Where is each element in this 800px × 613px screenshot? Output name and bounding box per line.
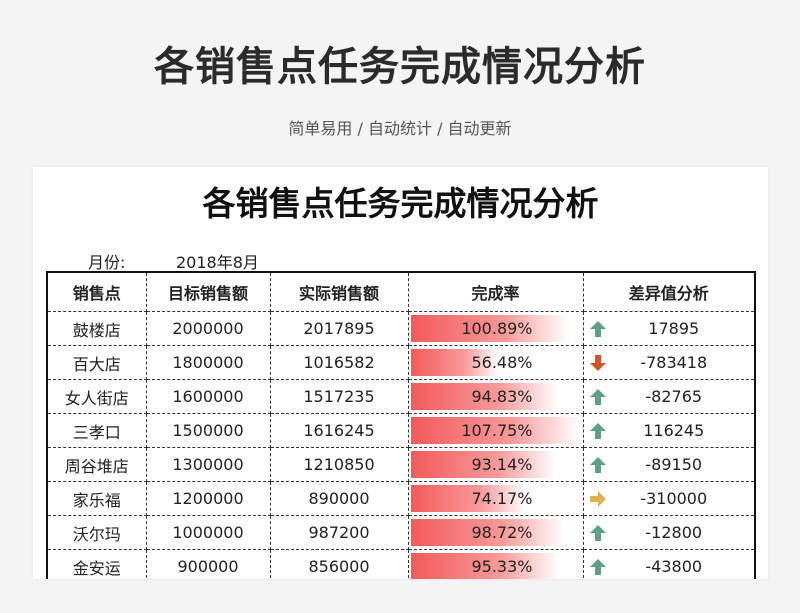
arrow-up-icon [589,457,606,473]
cell-store: 女人街店 [46,379,147,414]
header-actual: 实际销售额 [269,271,409,312]
sheet-title: 各销售点任务完成情况分析 [202,184,599,223]
cell-actual: 1616245 [269,413,409,448]
table-row: 家乐福 1200000 890000 74.17% -310000 [46,481,756,516]
page-subtitle: 简单易用 / 自动统计 / 自动更新 [288,119,512,138]
cell-rate: 74.17% [407,481,584,516]
rate-data-bar [410,519,564,546]
cell-actual: 890000 [269,481,409,516]
rate-data-bar [410,315,568,342]
rate-value: 94.83% [471,387,533,406]
rate-data-bar [410,383,558,410]
cell-diff: 17895 [582,311,756,346]
header-store: 销售点 [46,271,147,312]
cell-target: 2000000 [145,311,271,346]
cell-actual: 1016582 [269,345,409,380]
cell-actual: 2017895 [269,311,409,346]
cell-rate: 100.89% [407,311,584,346]
cell-target: 1800000 [145,345,271,380]
cell-rate: 98.72% [407,515,584,550]
diff-value: -783418 [640,353,708,372]
spreadsheet-preview: 各销售点任务完成情况分析 月份: 2018年8月 销售点 目标销售额 实际销售额… [33,167,768,579]
cell-rate: 107.75% [407,413,584,448]
arrow-up-icon [589,389,606,405]
rate-value: 93.14% [471,455,533,474]
arrow-up-icon [589,321,606,337]
cell-rate: 95.33% [407,549,584,579]
rate-value: 100.89% [461,319,533,338]
table-row: 女人街店 1600000 1517235 94.83% -82765 [46,379,756,414]
cell-store: 鼓楼店 [46,311,147,346]
cell-actual: 987200 [269,515,409,550]
arrow-up-icon [589,559,606,575]
cell-diff: -783418 [582,345,756,380]
rate-data-bar [410,451,556,478]
diff-value: -310000 [640,489,708,508]
cell-target: 900000 [145,549,271,579]
cell-target: 1600000 [145,379,271,414]
cell-target: 1000000 [145,515,271,550]
sales-table: 销售点 目标销售额 实际销售额 完成率 差异值分析 鼓楼店 2000000 2017… [46,271,756,579]
diff-value: 116245 [643,421,705,440]
page-title: 各销售点任务完成情况分析 [154,44,646,90]
rate-value: 107.75% [461,421,533,440]
cell-diff: -12800 [582,515,756,550]
cell-actual: 856000 [269,549,409,579]
table-row: 金安运 900000 856000 95.33% -43800 [46,549,756,579]
cell-rate: 93.14% [407,447,584,482]
month-label: 月份: [88,253,126,272]
arrow-down-icon [589,355,606,371]
header-rate: 完成率 [407,271,584,312]
cell-store: 家乐福 [46,481,147,516]
diff-value: -12800 [645,523,703,542]
rate-value: 98.72% [471,523,533,542]
diff-value: -82765 [645,387,703,406]
cell-rate: 94.83% [407,379,584,414]
table-body: 鼓楼店 2000000 2017895 100.89% 17895 百大店 1800000 1… [46,311,756,579]
cell-diff: -43800 [582,549,756,579]
header-diff: 差异值分析 [582,271,756,312]
cell-actual: 1517235 [269,379,409,414]
cell-store: 三孝口 [46,413,147,448]
arrow-up-icon [589,525,606,541]
cell-target: 1300000 [145,447,271,482]
table-row: 三孝口 1500000 1616245 107.75% 116245 [46,413,756,448]
arrow-up-icon [589,423,606,439]
diff-value: 17895 [648,319,700,338]
cell-diff: -310000 [582,481,756,516]
month-value: 2018年8月 [176,253,259,272]
cell-store: 百大店 [46,345,147,380]
rate-value: 74.17% [471,489,533,508]
cell-store: 沃尔玛 [46,515,147,550]
cell-target: 1500000 [145,413,271,448]
table-row: 周谷堆店 1300000 1210850 93.14% -89150 [46,447,756,482]
table-row: 百大店 1800000 1016582 56.48% -783418 [46,345,756,380]
cell-rate: 56.48% [407,345,584,380]
cell-store: 金安运 [46,549,147,579]
diff-value: -43800 [645,557,703,576]
cell-actual: 1210850 [269,447,409,482]
cell-diff: -89150 [582,447,756,482]
rate-data-bar [410,349,499,376]
rate-data-bar [410,485,526,512]
diff-value: -89150 [645,455,703,474]
rate-data-bar [410,553,559,579]
cell-diff: 116245 [582,413,756,448]
table-header-row: 销售点 目标销售额 实际销售额 完成率 差异值分析 [46,271,756,312]
arrow-right-icon [589,491,606,507]
table-row: 沃尔玛 1000000 987200 98.72% -12800 [46,515,756,550]
header-target: 目标销售额 [145,271,271,312]
table-row: 鼓楼店 2000000 2017895 100.89% 17895 [46,311,756,346]
cell-diff: -82765 [582,379,756,414]
cell-store: 周谷堆店 [46,447,147,482]
rate-value: 95.33% [471,557,533,576]
cell-target: 1200000 [145,481,271,516]
rate-value: 56.48% [471,353,533,372]
rate-data-bar [410,417,579,444]
